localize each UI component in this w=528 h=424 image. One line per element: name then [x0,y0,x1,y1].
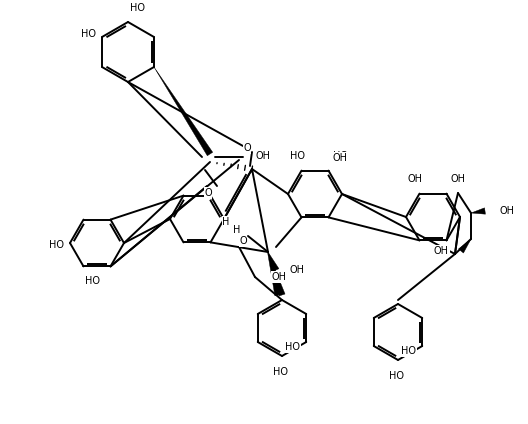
Text: HO: HO [81,29,96,39]
Polygon shape [471,208,485,214]
Text: HO: HO [272,367,288,377]
Text: OH: OH [408,173,423,184]
Polygon shape [458,239,471,253]
Text: HO: HO [86,276,100,286]
Polygon shape [154,67,213,156]
Text: HO: HO [130,3,145,13]
Text: HO: HO [333,151,347,161]
Text: HO: HO [285,342,300,352]
Polygon shape [268,252,285,296]
Text: OH: OH [290,265,305,275]
Text: O: O [239,236,247,246]
Text: OH: OH [434,246,449,256]
Text: OH: OH [499,206,514,216]
Text: OH: OH [450,173,466,184]
Text: HO: HO [290,151,305,161]
Text: O: O [204,188,212,198]
Text: OH: OH [333,153,347,163]
Text: H: H [222,217,230,227]
Text: HO: HO [49,240,64,250]
Text: O: O [243,143,251,153]
Polygon shape [267,249,281,296]
Text: HO: HO [401,346,416,356]
Text: HO: HO [389,371,403,381]
Text: OH: OH [256,151,271,161]
Text: OH: OH [272,272,287,282]
Polygon shape [268,252,279,271]
Text: H: H [233,225,241,235]
